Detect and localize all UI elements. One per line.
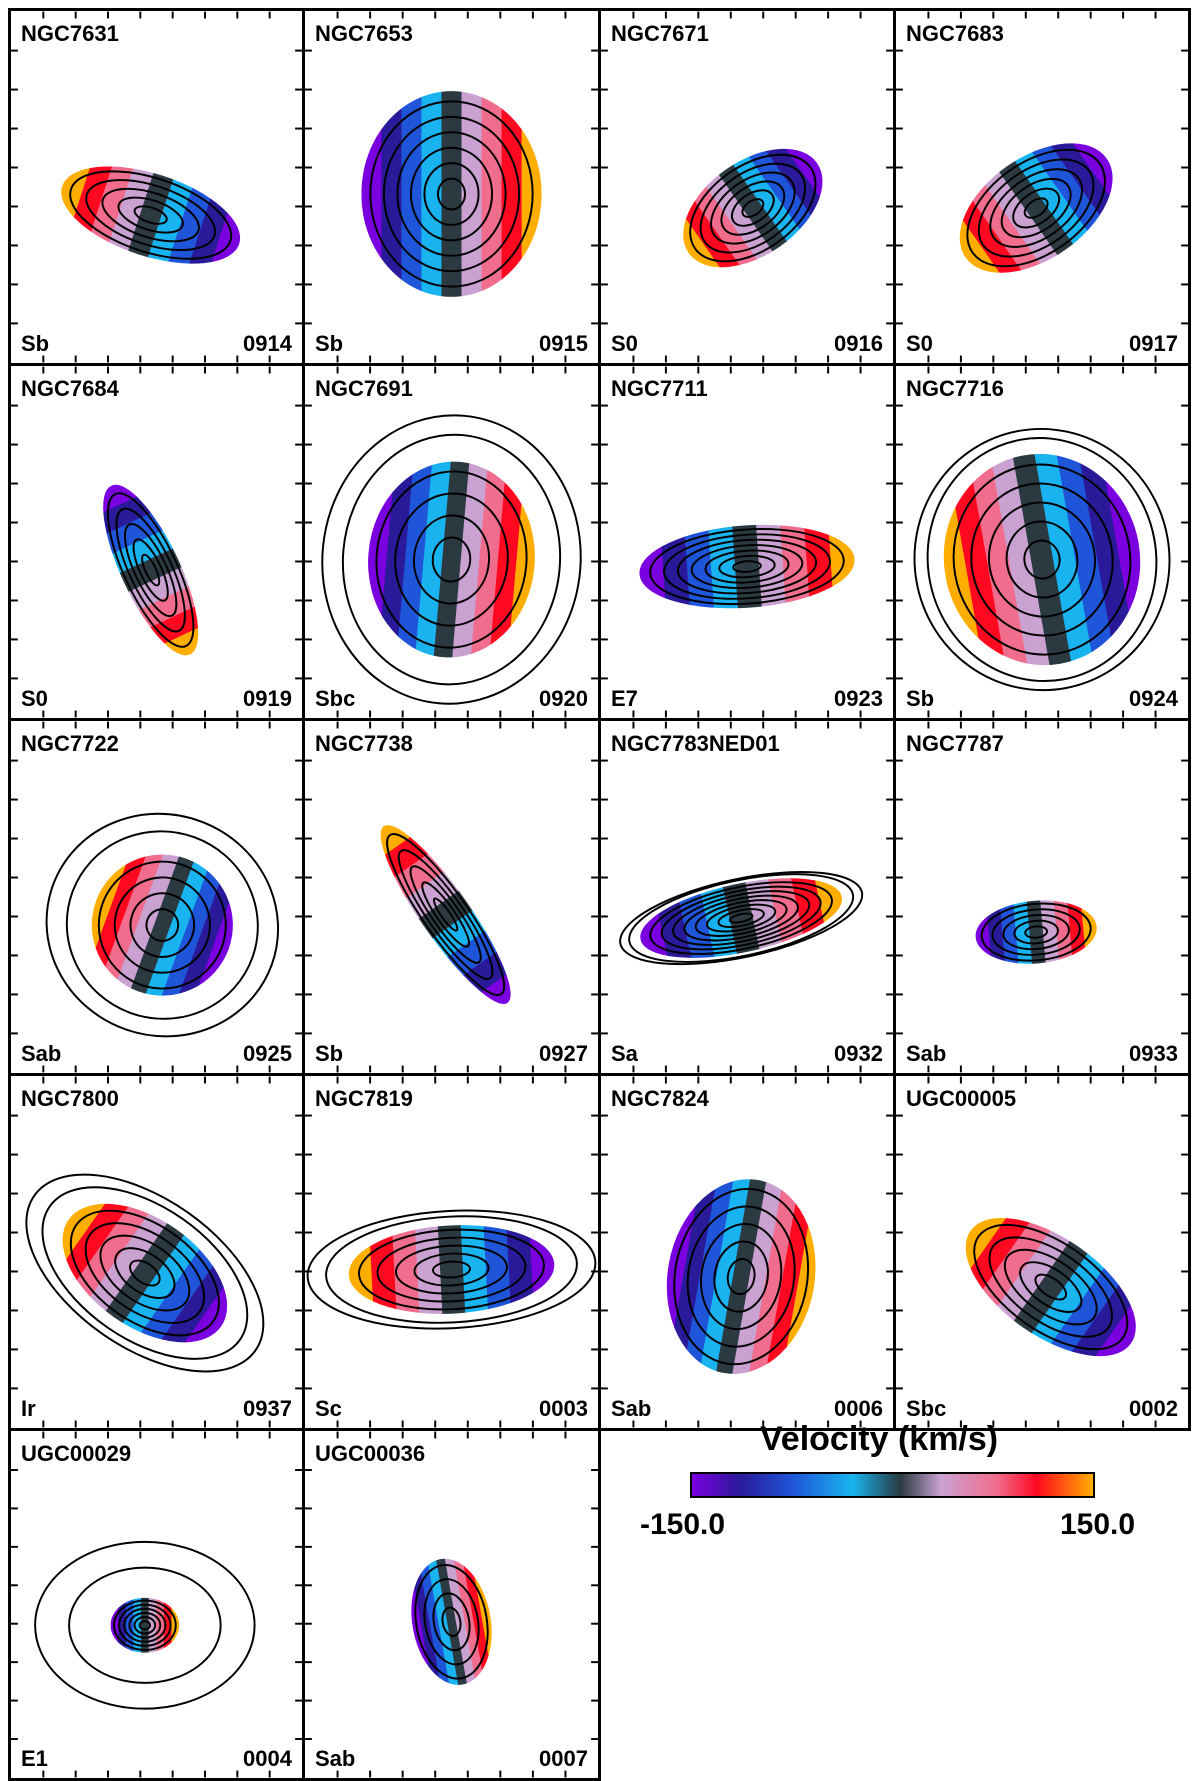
panel-ngc7631: NGC7631 Sb 0914 <box>8 8 305 366</box>
velocity-map <box>601 11 893 363</box>
panel-ngc7653: NGC7653 Sb 0915 <box>302 8 601 366</box>
morphology-type: S0 <box>906 331 933 356</box>
colorbar-title: Velocity (km/s) <box>760 1420 999 1458</box>
califa-id: 0927 <box>539 1041 588 1066</box>
panel-ngc7691: NGC7691 Sbc 0920 <box>302 363 601 721</box>
colorbar-max-label: 150.0 <box>1060 1508 1136 1541</box>
morphology-type: Sab <box>315 1746 356 1771</box>
panel-ngc7683: NGC7683 S0 0917 <box>893 8 1191 366</box>
califa-id: 0914 <box>243 331 292 356</box>
morphology-type: Ir <box>21 1396 36 1421</box>
velocity-map <box>601 721 893 1073</box>
morphology-type: Sb <box>315 331 344 356</box>
califa-id: 0920 <box>539 686 588 711</box>
galaxy-name: NGC7738 <box>315 731 413 756</box>
galaxy-name: NGC7653 <box>315 21 413 46</box>
velocity-map <box>896 366 1188 718</box>
morphology-type: Sb <box>21 331 50 356</box>
velocity-map <box>601 366 893 718</box>
morphology-type: Sab <box>611 1396 652 1421</box>
velocity-map <box>11 721 302 1073</box>
panel-ugc00029: UGC00029 E1 0004 <box>8 1428 305 1781</box>
morphology-type: Sab <box>906 1041 947 1066</box>
galaxy-name: NGC7824 <box>611 1086 709 1111</box>
colorbar <box>690 1472 1095 1498</box>
galaxy-name: NGC7783NED01 <box>611 731 780 756</box>
morphology-type: S0 <box>21 686 48 711</box>
velocity-map <box>305 721 598 1073</box>
califa-id: 0919 <box>243 686 292 711</box>
velocity-map <box>11 366 302 718</box>
galaxy-name: NGC7800 <box>21 1086 119 1111</box>
califa-id: 0937 <box>243 1396 292 1421</box>
velocity-map <box>305 1431 598 1778</box>
velocity-map <box>896 721 1188 1073</box>
galaxy-name: NGC7711 <box>611 376 708 401</box>
panel-ngc7716: NGC7716 Sb 0924 <box>893 363 1191 721</box>
galaxy-name: NGC7683 <box>906 21 1004 46</box>
morphology-type: Sa <box>611 1041 638 1066</box>
galaxy-name: NGC7787 <box>906 731 1004 756</box>
velocity-map <box>11 11 302 363</box>
panel-ngc7671: NGC7671 S0 0916 <box>598 8 896 366</box>
panel-ugc00005: UGC00005 Sbc 0002 <box>893 1073 1191 1431</box>
morphology-type: E1 <box>21 1746 48 1771</box>
velocity-map <box>305 366 598 718</box>
morphology-type: Sbc <box>906 1396 947 1421</box>
velocity-map <box>896 11 1188 363</box>
panel-ngc7783ned01: NGC7783NED01 Sa 0932 <box>598 718 896 1076</box>
velocity-map <box>11 1076 302 1428</box>
califa-id: 0923 <box>834 686 883 711</box>
galaxy-name: NGC7671 <box>611 21 709 46</box>
califa-id: 0924 <box>1129 686 1178 711</box>
velocity-map <box>11 1431 302 1778</box>
califa-id: 0002 <box>1129 1396 1178 1421</box>
galaxy-name: NGC7691 <box>315 376 413 401</box>
galaxy-name: NGC7716 <box>906 376 1004 401</box>
galaxy-name: UGC00029 <box>21 1441 132 1466</box>
morphology-type: Sb <box>906 686 935 711</box>
califa-id: 0915 <box>539 331 588 356</box>
galaxy-name: NGC7819 <box>315 1086 413 1111</box>
califa-id: 0925 <box>243 1041 292 1066</box>
califa-id: 0007 <box>539 1746 588 1771</box>
galaxy-name: UGC00036 <box>315 1441 426 1466</box>
panel-ngc7711: NGC7711 E7 0923 <box>598 363 896 721</box>
morphology-type: E7 <box>611 686 638 711</box>
morphology-type: Sbc <box>315 686 356 711</box>
galaxy-name: NGC7684 <box>21 376 119 401</box>
califa-id: 0006 <box>834 1396 883 1421</box>
morphology-type: S0 <box>611 331 638 356</box>
galaxy-name: NGC7722 <box>21 731 119 756</box>
morphology-type: Sc <box>315 1396 342 1421</box>
panel-ngc7722: NGC7722 Sab 0925 <box>8 718 305 1076</box>
panel-ngc7787: NGC7787 Sab 0933 <box>893 718 1191 1076</box>
morphology-type: Sb <box>315 1041 344 1066</box>
califa-id: 0933 <box>1129 1041 1178 1066</box>
velocity-colorbar-legend: Velocity (km/s) -150.0 150.0 <box>640 1420 1160 1620</box>
panel-ngc7800: NGC7800 Ir 0937 <box>8 1073 305 1431</box>
califa-id: 0003 <box>539 1396 588 1421</box>
califa-id: 0004 <box>243 1746 292 1771</box>
panel-ngc7684: NGC7684 S0 0919 <box>8 363 305 721</box>
velocity-map <box>305 1076 598 1428</box>
panel-ngc7819: NGC7819 Sc 0003 <box>302 1073 601 1431</box>
galaxy-name: UGC00005 <box>906 1086 1017 1111</box>
panel-ngc7738: NGC7738 Sb 0927 <box>302 718 601 1076</box>
panel-ugc00036: UGC00036 Sab 0007 <box>302 1428 601 1781</box>
colorbar-min-label: -150.0 <box>640 1508 726 1541</box>
califa-id: 0916 <box>834 331 883 356</box>
califa-id: 0932 <box>834 1041 883 1066</box>
velocity-map <box>305 11 598 363</box>
velocity-map <box>896 1076 1188 1428</box>
velocity-map <box>601 1076 893 1428</box>
califa-id: 0917 <box>1129 331 1178 356</box>
panel-ngc7824: NGC7824 Sab 0006 <box>598 1073 896 1431</box>
galaxy-name: NGC7631 <box>21 21 119 46</box>
morphology-type: Sab <box>21 1041 62 1066</box>
